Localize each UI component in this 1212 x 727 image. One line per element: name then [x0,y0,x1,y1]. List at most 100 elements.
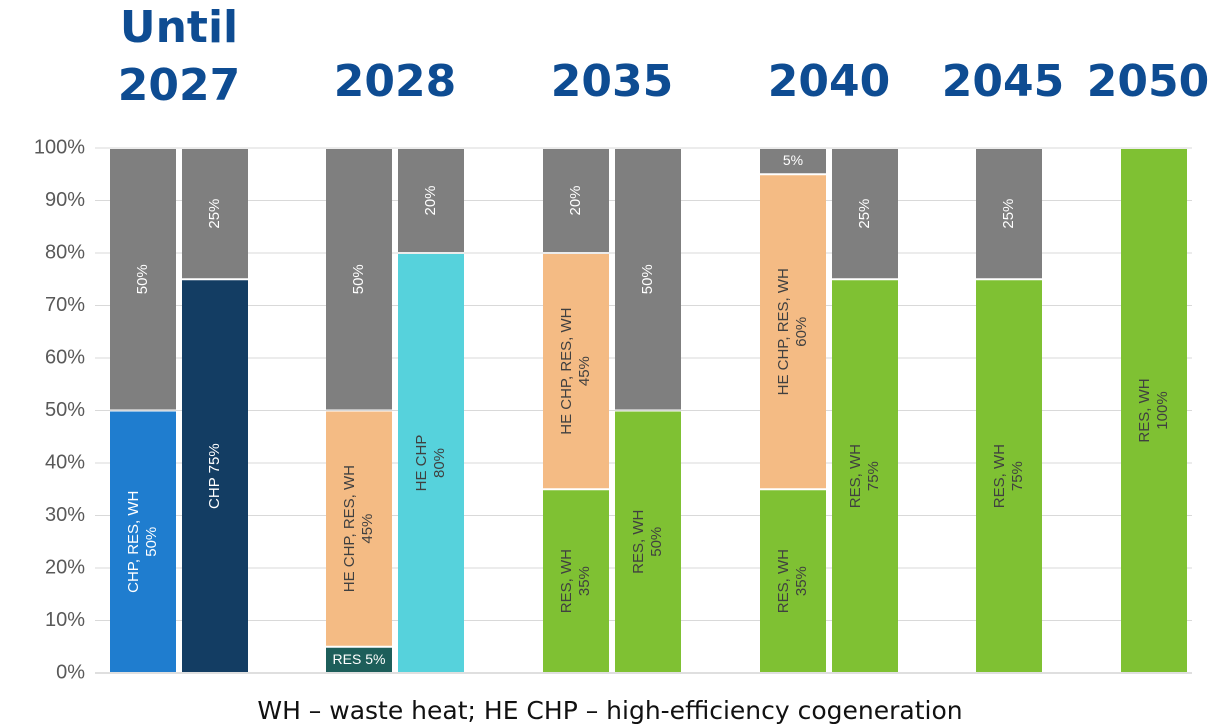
segment-name: HE CHP, RES, WH [341,465,358,592]
segment-value-label: 35% [576,566,593,596]
bar-segment [976,280,1042,672]
group-label: 2035 [551,56,673,107]
segment-name: CHP, RES, WH [125,491,142,593]
segment-value-label: 25% [1000,199,1017,229]
bar-segment [326,411,392,646]
segment-name: RES, WH [775,549,792,613]
segment-value-label: 5% [365,651,385,667]
bar-segment [760,149,826,174]
bar-segment [760,175,826,489]
segment-label: 25% [856,199,873,229]
y-tick-label: 60% [45,346,85,368]
segment-name: HE CHP, RES, WH [558,308,575,435]
bar-segment [326,149,392,410]
segment-value-label: 50% [639,264,656,294]
segment-value-label: 80% [431,448,448,478]
segment-label: CHP, RES, WH50% [125,491,160,593]
y-tick-label: 20% [45,556,85,578]
segment-label: RES, WH75% [847,444,882,508]
segment-value-label: 50% [143,527,160,557]
segment-name: RES [333,651,362,667]
segment-value-label: 25% [856,199,873,229]
group-label-line: Until [120,2,238,53]
segment-label: 50% [350,264,367,294]
segment-value-label: 100% [1154,391,1171,429]
bar-segment [615,149,681,410]
bar-segment [326,647,392,672]
segment-value-label: 60% [793,317,810,347]
y-tick-label: 10% [45,609,85,631]
segment-label: RES, WH100% [1136,378,1171,442]
bar-segment [543,490,609,672]
group-label-line: 2027 [118,60,240,111]
bar-segment [976,149,1042,279]
y-tick-label: 70% [45,294,85,316]
segment-value-label: 45% [359,514,376,544]
segment-label: 20% [567,185,584,215]
segment-label: CHP 75% [206,443,223,509]
segment-value-label: 25% [206,199,223,229]
segment-label: HE CHP, RES, WH45% [558,308,593,435]
segment-value-label: 50% [134,264,151,294]
segment-name: RES, WH [991,444,1008,508]
bar-segment [832,280,898,672]
segment-value-label: 5% [783,152,803,168]
segment-value-label: 75% [1009,461,1026,491]
segment-name: RES, WH [630,510,647,574]
segment-label: RES, WH35% [558,549,593,613]
bar-segment [543,254,609,489]
y-tick-label: 30% [45,504,85,526]
segment-label: HE CHP, RES, WH60% [775,268,810,395]
segment-name: CHP [206,477,223,509]
segment-value-label: 20% [567,185,584,215]
segment-value-label: 20% [422,185,439,215]
bar-segment [615,411,681,672]
segment-value-label: 75% [206,443,223,473]
footnote: WH – waste heat; HE CHP – high-efficienc… [257,696,962,725]
segment-value-label: 75% [865,461,882,491]
y-tick-label: 50% [45,399,85,421]
group-label: 2045 [942,56,1064,107]
bar-segment [110,411,176,672]
y-tick-label: 90% [45,189,85,211]
segment-name: RES, WH [847,444,864,508]
segment-label: HE CHP, RES, WH45% [341,465,376,592]
segment-value-label: 45% [576,356,593,386]
segment-label: RES, WH50% [630,510,665,574]
y-tick-label: 100% [34,136,85,158]
segment-label: RES, WH35% [775,549,810,613]
bar-segment [182,280,248,672]
segment-label: HE CHP80% [413,435,448,492]
segment-name: HE CHP, RES, WH [775,268,792,395]
group-label: Until 2027 [118,2,240,111]
segment-label: 25% [206,199,223,229]
segment-label: 50% [639,264,656,294]
y-tick-label: 0% [56,661,85,683]
segment-value-label: 35% [793,566,810,596]
bar-segment [760,490,826,672]
group-label: 2050 [1087,56,1209,107]
bar-segment [398,254,464,672]
segment-name: HE CHP [413,435,430,492]
group-label: 2040 [768,56,890,107]
segment-label: 25% [1000,199,1017,229]
bar-segment [110,149,176,410]
segment-label: RES, WH75% [991,444,1026,508]
group-label: 2028 [334,56,456,107]
segment-label: 20% [422,185,439,215]
y-tick-label: 40% [45,451,85,473]
segment-value-label: 50% [648,527,665,557]
segment-name: RES, WH [558,549,575,613]
segment-name: RES, WH [1136,378,1153,442]
bar-segment [182,149,248,279]
y-tick-label: 80% [45,241,85,263]
segment-label: 5% [783,152,803,168]
bar-segment [398,149,464,252]
segment-value-label: 50% [350,264,367,294]
bar-segment [1121,149,1187,672]
bar-segment [543,149,609,252]
segment-label: 50% [134,264,151,294]
segment-label: RES 5% [333,651,386,667]
bar-segment [832,149,898,279]
